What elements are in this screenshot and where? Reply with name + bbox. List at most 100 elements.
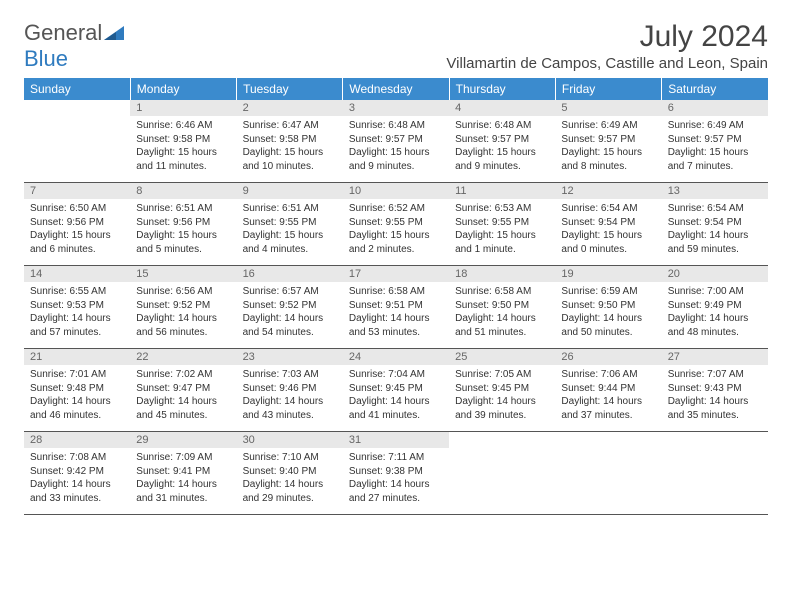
day-details: Sunrise: 6:55 AMSunset: 9:53 PMDaylight:… — [24, 282, 130, 345]
calendar-day: 20Sunrise: 7:00 AMSunset: 9:49 PMDayligh… — [662, 266, 768, 349]
day-number: 18 — [449, 266, 555, 282]
day-number: 14 — [24, 266, 130, 282]
day-details: Sunrise: 7:05 AMSunset: 9:45 PMDaylight:… — [449, 365, 555, 428]
day-number: 3 — [343, 100, 449, 116]
calendar-day: 30Sunrise: 7:10 AMSunset: 9:40 PMDayligh… — [237, 432, 343, 515]
day-details: Sunrise: 6:47 AMSunset: 9:58 PMDaylight:… — [237, 116, 343, 179]
day-header: Tuesday — [237, 78, 343, 100]
title-block: July 2024 Villamartin de Campos, Castill… — [446, 20, 768, 72]
day-number: 22 — [130, 349, 236, 365]
day-details: Sunrise: 7:00 AMSunset: 9:49 PMDaylight:… — [662, 282, 768, 345]
calendar-day: 25Sunrise: 7:05 AMSunset: 9:45 PMDayligh… — [449, 349, 555, 432]
day-number: 11 — [449, 183, 555, 199]
day-details: Sunrise: 6:57 AMSunset: 9:52 PMDaylight:… — [237, 282, 343, 345]
day-details: Sunrise: 7:09 AMSunset: 9:41 PMDaylight:… — [130, 448, 236, 511]
calendar-day: 5Sunrise: 6:49 AMSunset: 9:57 PMDaylight… — [555, 100, 661, 183]
calendar-day — [449, 432, 555, 515]
calendar-day — [662, 432, 768, 515]
day-number: 24 — [343, 349, 449, 365]
day-header: Thursday — [449, 78, 555, 100]
calendar-day: 18Sunrise: 6:58 AMSunset: 9:50 PMDayligh… — [449, 266, 555, 349]
day-number: 29 — [130, 432, 236, 448]
day-number: 27 — [662, 349, 768, 365]
day-details: Sunrise: 6:54 AMSunset: 9:54 PMDaylight:… — [662, 199, 768, 262]
day-details: Sunrise: 7:02 AMSunset: 9:47 PMDaylight:… — [130, 365, 236, 428]
day-number: 2 — [237, 100, 343, 116]
day-details: Sunrise: 7:03 AMSunset: 9:46 PMDaylight:… — [237, 365, 343, 428]
calendar-day — [555, 432, 661, 515]
day-details: Sunrise: 6:58 AMSunset: 9:51 PMDaylight:… — [343, 282, 449, 345]
day-details: Sunrise: 7:11 AMSunset: 9:38 PMDaylight:… — [343, 448, 449, 511]
day-number: 5 — [555, 100, 661, 116]
calendar-week: 1Sunrise: 6:46 AMSunset: 9:58 PMDaylight… — [24, 100, 768, 183]
day-details: Sunrise: 7:06 AMSunset: 9:44 PMDaylight:… — [555, 365, 661, 428]
day-number: 26 — [555, 349, 661, 365]
calendar-day: 26Sunrise: 7:06 AMSunset: 9:44 PMDayligh… — [555, 349, 661, 432]
logo-text: General Blue — [24, 20, 124, 72]
calendar-week: 7Sunrise: 6:50 AMSunset: 9:56 PMDaylight… — [24, 183, 768, 266]
calendar-day: 1Sunrise: 6:46 AMSunset: 9:58 PMDaylight… — [130, 100, 236, 183]
logo-text-blue: Blue — [24, 46, 68, 71]
day-details: Sunrise: 7:08 AMSunset: 9:42 PMDaylight:… — [24, 448, 130, 511]
calendar-table: SundayMondayTuesdayWednesdayThursdayFrid… — [24, 78, 768, 515]
calendar-day: 17Sunrise: 6:58 AMSunset: 9:51 PMDayligh… — [343, 266, 449, 349]
day-details: Sunrise: 6:59 AMSunset: 9:50 PMDaylight:… — [555, 282, 661, 345]
day-details: Sunrise: 6:58 AMSunset: 9:50 PMDaylight:… — [449, 282, 555, 345]
calendar-day: 6Sunrise: 6:49 AMSunset: 9:57 PMDaylight… — [662, 100, 768, 183]
calendar-day: 21Sunrise: 7:01 AMSunset: 9:48 PMDayligh… — [24, 349, 130, 432]
calendar-day: 23Sunrise: 7:03 AMSunset: 9:46 PMDayligh… — [237, 349, 343, 432]
logo-text-general: General — [24, 20, 102, 45]
calendar-day: 14Sunrise: 6:55 AMSunset: 9:53 PMDayligh… — [24, 266, 130, 349]
day-header-row: SundayMondayTuesdayWednesdayThursdayFrid… — [24, 78, 768, 100]
day-number: 6 — [662, 100, 768, 116]
calendar-day: 8Sunrise: 6:51 AMSunset: 9:56 PMDaylight… — [130, 183, 236, 266]
day-details: Sunrise: 6:48 AMSunset: 9:57 PMDaylight:… — [343, 116, 449, 179]
calendar-week: 14Sunrise: 6:55 AMSunset: 9:53 PMDayligh… — [24, 266, 768, 349]
day-number: 1 — [130, 100, 236, 116]
day-details: Sunrise: 6:56 AMSunset: 9:52 PMDaylight:… — [130, 282, 236, 345]
day-details: Sunrise: 6:48 AMSunset: 9:57 PMDaylight:… — [449, 116, 555, 179]
calendar-day: 2Sunrise: 6:47 AMSunset: 9:58 PMDaylight… — [237, 100, 343, 183]
calendar-day: 11Sunrise: 6:53 AMSunset: 9:55 PMDayligh… — [449, 183, 555, 266]
calendar-day: 10Sunrise: 6:52 AMSunset: 9:55 PMDayligh… — [343, 183, 449, 266]
day-number: 10 — [343, 183, 449, 199]
day-number: 20 — [662, 266, 768, 282]
day-details: Sunrise: 7:01 AMSunset: 9:48 PMDaylight:… — [24, 365, 130, 428]
day-details: Sunrise: 6:49 AMSunset: 9:57 PMDaylight:… — [662, 116, 768, 179]
day-details: Sunrise: 6:53 AMSunset: 9:55 PMDaylight:… — [449, 199, 555, 262]
calendar-body: 1Sunrise: 6:46 AMSunset: 9:58 PMDaylight… — [24, 100, 768, 515]
day-header: Saturday — [662, 78, 768, 100]
day-header: Sunday — [24, 78, 130, 100]
day-header: Wednesday — [343, 78, 449, 100]
day-number: 13 — [662, 183, 768, 199]
logo: General Blue — [24, 20, 124, 72]
day-details: Sunrise: 7:07 AMSunset: 9:43 PMDaylight:… — [662, 365, 768, 428]
day-details: Sunrise: 7:10 AMSunset: 9:40 PMDaylight:… — [237, 448, 343, 511]
calendar-day: 4Sunrise: 6:48 AMSunset: 9:57 PMDaylight… — [449, 100, 555, 183]
day-number: 4 — [449, 100, 555, 116]
day-details: Sunrise: 6:46 AMSunset: 9:58 PMDaylight:… — [130, 116, 236, 179]
day-number: 28 — [24, 432, 130, 448]
calendar-day: 13Sunrise: 6:54 AMSunset: 9:54 PMDayligh… — [662, 183, 768, 266]
day-header: Monday — [130, 78, 236, 100]
day-header: Friday — [555, 78, 661, 100]
day-number: 23 — [237, 349, 343, 365]
calendar-day: 28Sunrise: 7:08 AMSunset: 9:42 PMDayligh… — [24, 432, 130, 515]
calendar-day: 15Sunrise: 6:56 AMSunset: 9:52 PMDayligh… — [130, 266, 236, 349]
day-number: 8 — [130, 183, 236, 199]
day-number: 31 — [343, 432, 449, 448]
calendar-day: 16Sunrise: 6:57 AMSunset: 9:52 PMDayligh… — [237, 266, 343, 349]
day-details: Sunrise: 6:51 AMSunset: 9:56 PMDaylight:… — [130, 199, 236, 262]
day-number: 12 — [555, 183, 661, 199]
calendar-day: 31Sunrise: 7:11 AMSunset: 9:38 PMDayligh… — [343, 432, 449, 515]
day-details: Sunrise: 6:49 AMSunset: 9:57 PMDaylight:… — [555, 116, 661, 179]
logo-triangle-icon — [104, 27, 124, 44]
calendar-day: 22Sunrise: 7:02 AMSunset: 9:47 PMDayligh… — [130, 349, 236, 432]
day-details: Sunrise: 6:52 AMSunset: 9:55 PMDaylight:… — [343, 199, 449, 262]
day-number: 16 — [237, 266, 343, 282]
day-number: 30 — [237, 432, 343, 448]
calendar-day: 7Sunrise: 6:50 AMSunset: 9:56 PMDaylight… — [24, 183, 130, 266]
calendar-day: 27Sunrise: 7:07 AMSunset: 9:43 PMDayligh… — [662, 349, 768, 432]
day-number: 17 — [343, 266, 449, 282]
calendar-day: 9Sunrise: 6:51 AMSunset: 9:55 PMDaylight… — [237, 183, 343, 266]
